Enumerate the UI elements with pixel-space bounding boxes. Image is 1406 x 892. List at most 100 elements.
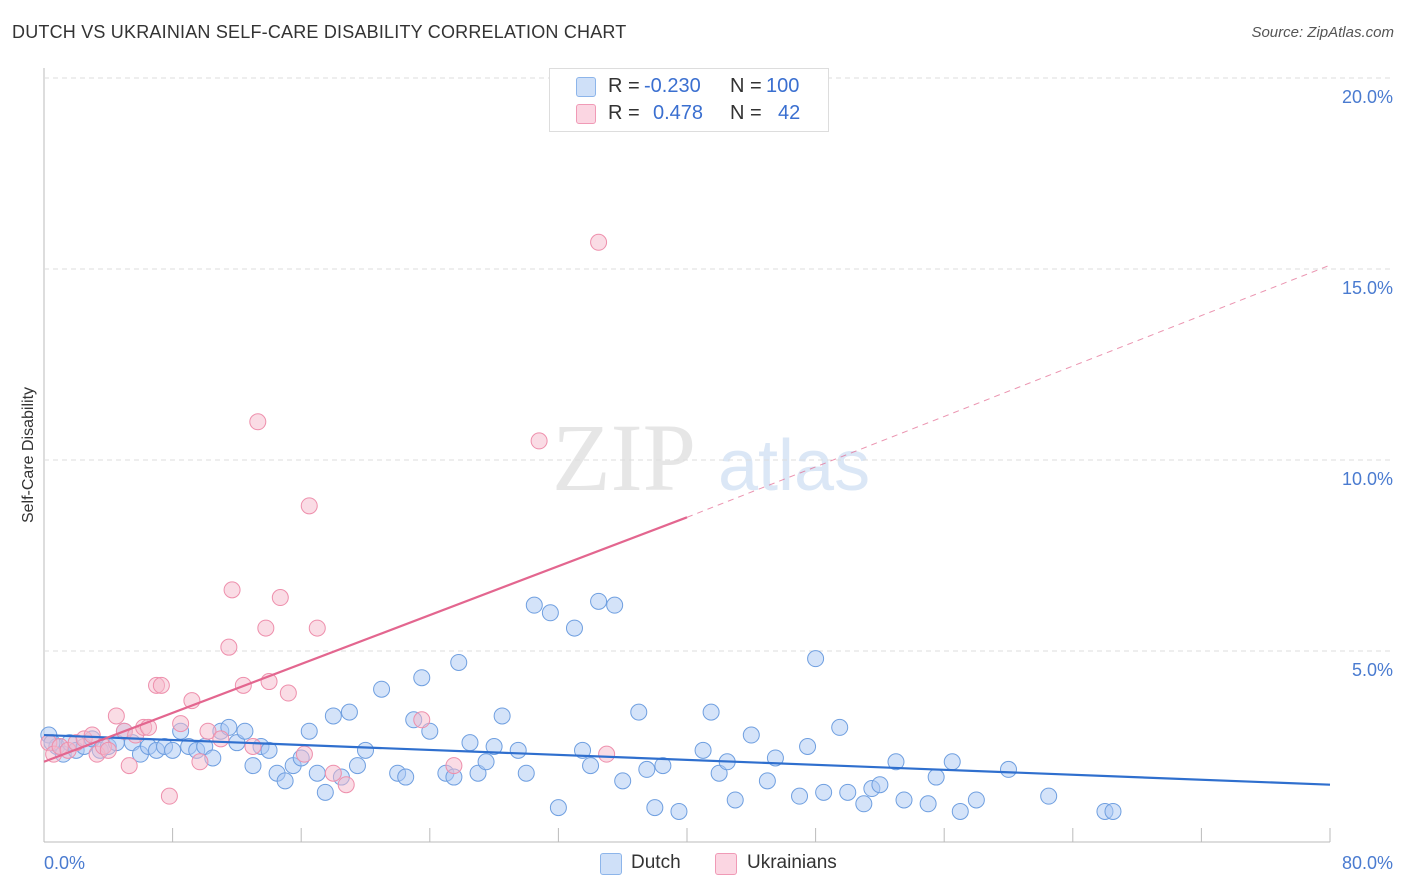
point-dutch	[807, 650, 825, 668]
chart-title: DUTCH VS UKRAINIAN SELF-CARE DISABILITY …	[12, 22, 627, 42]
point-ukrainians	[199, 722, 217, 740]
point-dutch	[373, 680, 391, 698]
legend-r-label: R =	[608, 75, 640, 97]
y-tick-label: 20.0%	[1342, 87, 1393, 107]
point-dutch	[758, 772, 776, 790]
point-dutch	[654, 757, 672, 775]
legend-n-label: N =	[730, 75, 762, 97]
y-tick-label: 15.0%	[1342, 278, 1393, 298]
legend-swatch-ukrainians	[576, 104, 596, 124]
bottom-legend-swatch-dutch	[600, 853, 622, 875]
point-dutch	[726, 791, 744, 809]
point-dutch	[493, 707, 511, 725]
bottom-legend-swatch-ukrainians	[715, 853, 737, 875]
point-dutch	[855, 795, 873, 813]
point-dutch	[614, 772, 632, 790]
point-ukrainians	[300, 497, 318, 515]
legend-r-value: 0.478	[653, 102, 704, 124]
point-dutch	[340, 703, 358, 721]
point-dutch	[670, 802, 688, 820]
point-dutch	[831, 718, 849, 736]
point-ukrainians	[223, 581, 241, 599]
point-ukrainians	[107, 707, 125, 725]
point-dutch	[967, 791, 985, 809]
point-ukrainians	[244, 738, 262, 755]
x-tick-label-min: 0.0%	[44, 853, 85, 873]
point-dutch	[766, 749, 784, 767]
point-dutch	[839, 783, 857, 801]
point-ukrainians	[324, 764, 342, 782]
x-tick-label-max: 80.0%	[1342, 853, 1393, 873]
point-ukrainians	[590, 233, 608, 251]
point-dutch	[638, 760, 656, 778]
stats-legend: R = -0.230 N = 100 R = 0.478 N = 42	[549, 68, 829, 132]
legend-row-ukrainians: R = 0.478 N = 42	[550, 102, 828, 128]
point-dutch	[887, 753, 905, 771]
trend-line-dutch	[43, 733, 1331, 786]
point-dutch	[951, 802, 969, 820]
point-ukrainians	[279, 684, 297, 702]
point-ukrainians	[337, 776, 355, 794]
point-dutch	[702, 703, 720, 721]
point-dutch	[509, 741, 527, 759]
point-ukrainians	[120, 757, 138, 775]
point-dutch	[799, 738, 817, 755]
point-dutch	[742, 726, 760, 744]
trend-line-ukrainians	[43, 516, 688, 763]
point-dutch	[549, 799, 567, 817]
point-ukrainians	[598, 745, 616, 763]
point-dutch	[525, 596, 543, 614]
point-dutch	[815, 783, 833, 801]
point-dutch	[324, 707, 342, 725]
point-ukrainians	[220, 638, 238, 656]
point-dutch	[517, 764, 535, 782]
point-dutch	[582, 757, 600, 775]
point-dutch	[164, 741, 182, 759]
legend-r-value: -0.230	[644, 75, 701, 97]
bottom-legend-label-ukrainians: Ukrainians	[747, 852, 837, 873]
point-ukrainians	[445, 757, 463, 775]
point-dutch	[943, 753, 961, 771]
point-dutch	[895, 791, 913, 809]
y-axis-label: Self-Care Disability	[20, 387, 37, 523]
y-tick-label: 5.0%	[1352, 660, 1393, 680]
point-ukrainians	[295, 745, 313, 763]
point-dutch	[450, 653, 468, 671]
point-dutch	[461, 734, 479, 752]
point-dutch	[871, 776, 889, 794]
legend-swatch-dutch	[576, 77, 596, 97]
point-ukrainians	[191, 753, 209, 771]
point-dutch	[1000, 760, 1017, 778]
point-dutch	[646, 799, 664, 817]
point-dutch	[413, 669, 431, 687]
point-ukrainians	[308, 619, 326, 637]
point-dutch	[236, 722, 254, 740]
point-dutch	[919, 795, 937, 813]
legend-n-label: N =	[730, 102, 762, 124]
legend-n-value: 100	[766, 75, 800, 97]
point-dutch	[574, 741, 592, 759]
point-ukrainians	[271, 589, 289, 607]
legend-row-dutch: R = -0.230 N = 100	[550, 75, 828, 101]
point-dutch	[308, 764, 326, 782]
point-dutch	[927, 768, 945, 786]
point-dutch	[300, 722, 318, 740]
point-dutch	[477, 753, 495, 771]
point-dutch	[1104, 802, 1122, 820]
legend-n-value: 42	[778, 102, 801, 124]
point-ukrainians	[212, 730, 230, 748]
trend-line-extension-ukrainians	[686, 264, 1331, 518]
point-dutch	[348, 757, 366, 775]
point-dutch	[590, 592, 608, 610]
y-tick-label: 10.0%	[1342, 469, 1393, 489]
point-ukrainians	[530, 432, 548, 450]
legend-r-label: R =	[608, 102, 640, 124]
chart-source: Source: ZipAtlas.com	[1251, 24, 1394, 41]
point-ukrainians	[160, 787, 178, 805]
point-dutch	[397, 768, 415, 786]
point-dutch	[276, 772, 294, 790]
point-ukrainians	[152, 676, 170, 694]
point-ukrainians	[413, 711, 431, 729]
watermark-zip: ZIP	[552, 404, 696, 511]
